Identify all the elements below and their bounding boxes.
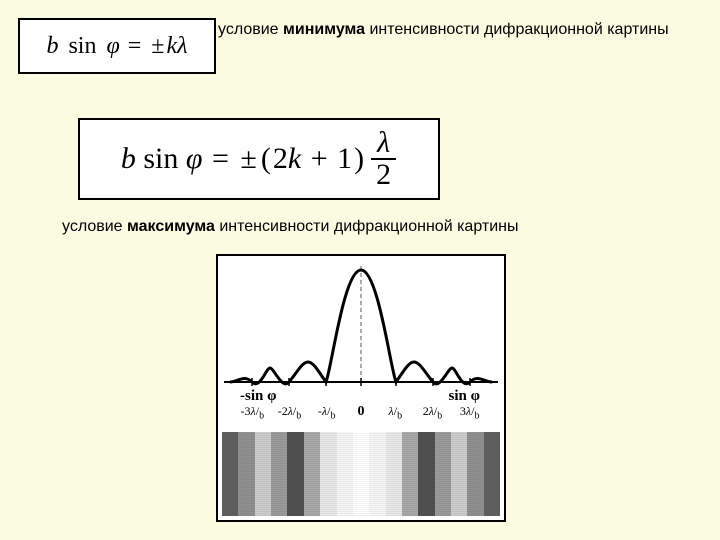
fringe-band xyxy=(255,432,271,516)
fringe-band xyxy=(435,432,451,516)
fringe-band xyxy=(402,432,418,516)
eq1-lambda: λ xyxy=(177,33,187,59)
eq2-k: k xyxy=(288,142,301,176)
eq1-pm: ± xyxy=(149,33,166,59)
tick-label: -3λ/b xyxy=(241,404,265,421)
intensity-curve-area xyxy=(218,256,504,394)
eq2-content: b sin φ = ±(2k + 1) λ 2 xyxy=(121,128,397,190)
tick-label: 0 xyxy=(358,404,365,420)
max-text-post: интенсивности дифракционной картины xyxy=(215,218,519,235)
eq1-b: b xyxy=(46,33,58,59)
eq1-sin: sin xyxy=(68,33,96,59)
tick-label: 3λ/b xyxy=(460,404,480,421)
eq1-eq: = xyxy=(126,33,144,59)
intensity-curve-svg xyxy=(218,256,504,394)
axis-labels: -sin φ sin φ -3λ/b -2λ/b -λ/b 0 λ/b 2λ/b 3λ/b xyxy=(218,386,504,432)
eq2-parenr: ) xyxy=(352,142,366,176)
eq2-frac-num: λ xyxy=(371,128,396,160)
min-bold: минимума xyxy=(283,21,365,38)
diffraction-pattern-figure: -sin φ sin φ -3λ/b -2λ/b -λ/b 0 λ/b 2λ/b 3λ/b xyxy=(216,254,506,522)
eq2-eq: = xyxy=(210,142,231,176)
eq2-1: 1 xyxy=(337,142,352,176)
fringe-band xyxy=(304,432,320,516)
eq2-b: b xyxy=(121,142,136,176)
max-bold: максимума xyxy=(127,218,215,235)
fringe-band xyxy=(287,432,303,516)
min-text-pre: условие xyxy=(218,21,283,38)
fringe-band xyxy=(222,432,238,516)
tick-label: -2λ/b xyxy=(278,404,302,421)
sin-phi-right-label: sin φ xyxy=(449,388,480,405)
eq1-content: b sin φ = ±kλ xyxy=(46,33,187,60)
eq2-phi: φ xyxy=(186,142,203,176)
diffraction-fringe-pattern xyxy=(222,432,500,516)
max-text-pre: условие xyxy=(62,218,127,235)
eq2-plus: + xyxy=(309,142,330,176)
minimum-condition-equation: b sin φ = ±kλ xyxy=(18,18,216,74)
tick-labels-row: -3λ/b -2λ/b -λ/b 0 λ/b 2λ/b 3λ/b xyxy=(218,404,504,432)
sin-phi-left-label: -sin φ xyxy=(240,388,276,405)
eq2-pm: ± xyxy=(238,142,258,176)
fringe-band xyxy=(369,432,385,516)
fringe-band xyxy=(386,432,402,516)
eq2-frac-den: 2 xyxy=(370,160,397,190)
fringe-band xyxy=(238,432,254,516)
eq2-fraction: λ 2 xyxy=(370,128,397,190)
fringe-band xyxy=(484,432,500,516)
fringe-band xyxy=(353,432,369,516)
eq2-sin: sin xyxy=(143,142,178,176)
fringe-band xyxy=(467,432,483,516)
eq1-phi: φ xyxy=(106,33,119,59)
fringe-band xyxy=(418,432,434,516)
fringe-band xyxy=(320,432,336,516)
eq2-2: 2 xyxy=(273,142,288,176)
maximum-condition-label: условие максимума интенсивности дифракци… xyxy=(62,218,682,236)
tick-label: 2λ/b xyxy=(423,404,443,421)
eq2-parenl: ( xyxy=(259,142,273,176)
eq1-k: k xyxy=(166,33,177,59)
fringe-band xyxy=(451,432,467,516)
maximum-condition-equation: b sin φ = ±(2k + 1) λ 2 xyxy=(78,118,440,200)
fringe-band xyxy=(271,432,287,516)
minimum-condition-label: условие минимума интенсивности дифракцио… xyxy=(218,20,698,40)
min-text-post: интенсивности дифракционной картины xyxy=(365,21,669,38)
tick-label: -λ/b xyxy=(318,404,336,421)
fringe-band xyxy=(337,432,353,516)
tick-label: λ/b xyxy=(389,404,403,421)
